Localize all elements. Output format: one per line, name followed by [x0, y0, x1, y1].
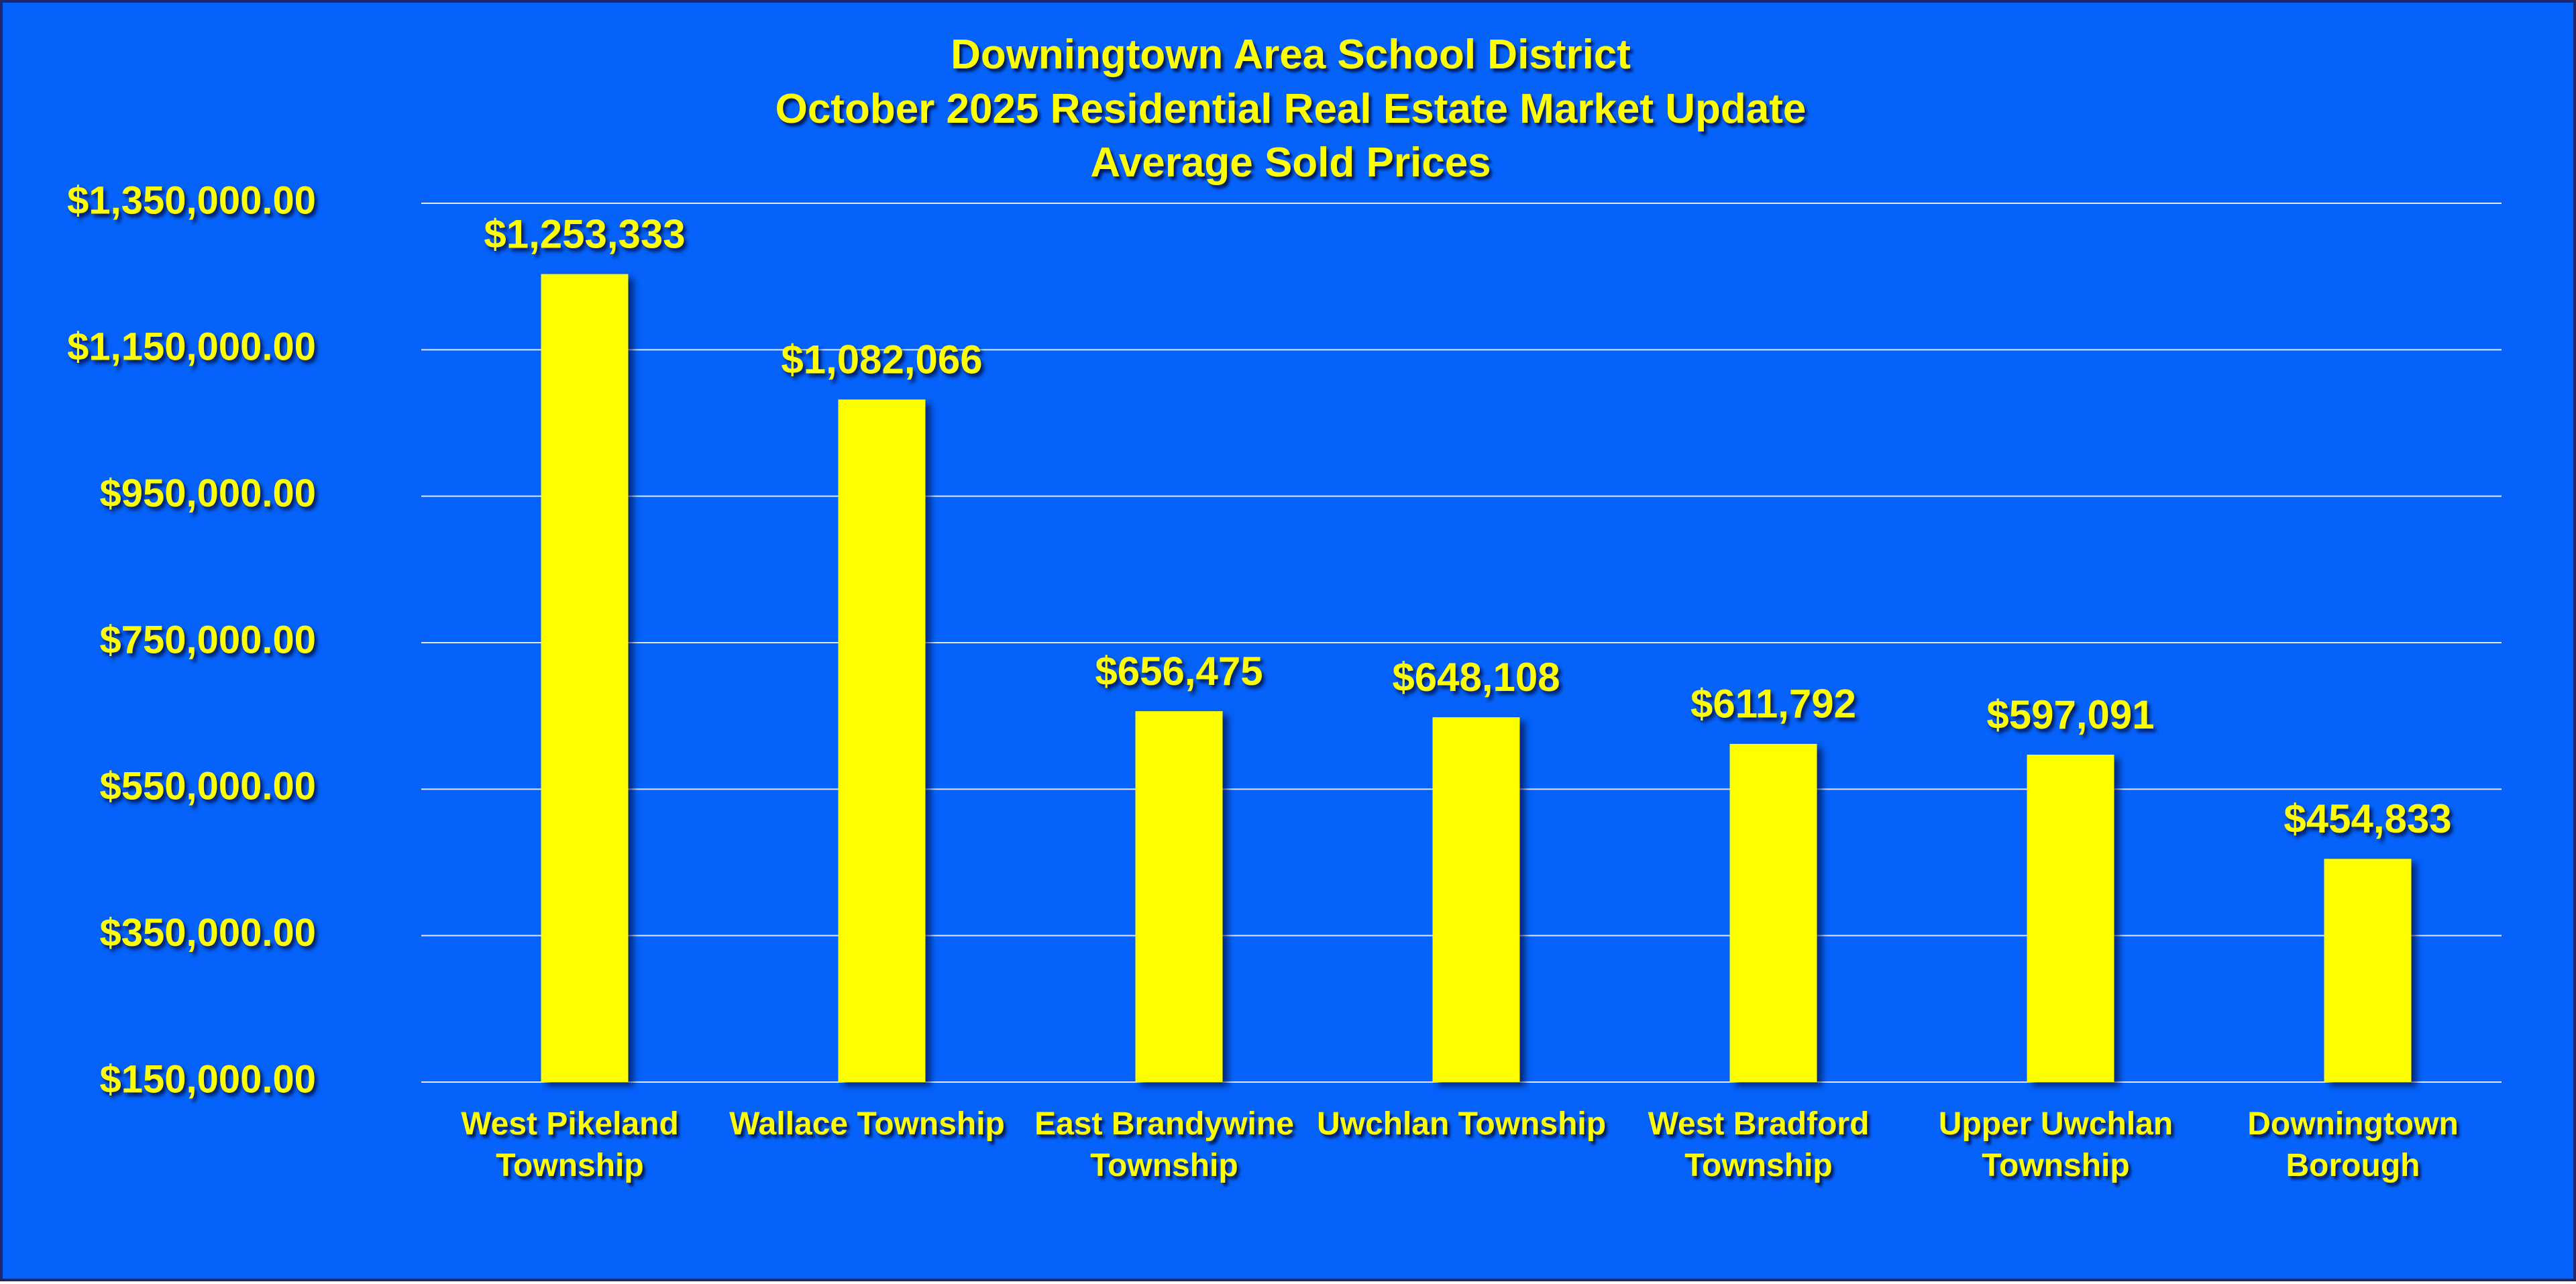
- x-tick-label: Upper Uwchlan Township: [1938, 1106, 2174, 1184]
- data-label: $648,108: [1392, 655, 1560, 700]
- bar: [2324, 859, 2412, 1082]
- y-tick-label: $150,000.00: [99, 1057, 316, 1101]
- y-tick-label: $550,000.00: [99, 765, 316, 808]
- bar: [1729, 743, 1817, 1082]
- data-label: $1,253,333: [484, 211, 685, 256]
- data-label: $597,091: [1986, 692, 2154, 737]
- data-label: $656,475: [1095, 649, 1263, 694]
- y-tick-label: $950,000.00: [99, 472, 316, 515]
- bar: [838, 399, 926, 1082]
- x-tick-label: East Brandywine Township: [1034, 1106, 1294, 1184]
- x-tick-label: West Pikeland Township: [461, 1106, 679, 1184]
- data-label: $454,833: [2284, 796, 2451, 841]
- y-tick-label: $350,000.00: [99, 911, 316, 955]
- x-tick-label: Uwchlan Township: [1316, 1106, 1607, 1142]
- y-tick-label: $1,350,000.00: [67, 178, 316, 222]
- data-label: $611,792: [1690, 682, 1856, 727]
- bar: [2027, 754, 2114, 1082]
- y-tick-label: $750,000.00: [99, 618, 316, 661]
- bar: [1135, 711, 1223, 1082]
- plot: $150,000.00 $350,000.00 $550,000.00 $750,00…: [67, 178, 2502, 1101]
- x-tick-label: West Bradford Township: [1648, 1106, 1870, 1184]
- x-tick-label: Wallace Township: [729, 1106, 1005, 1142]
- data-label: $1,082,066: [781, 337, 982, 382]
- chart-title: Downingtown Area School District October…: [775, 32, 1807, 186]
- bar: [541, 274, 629, 1083]
- y-tick-label: $1,150,000.00: [67, 325, 316, 369]
- x-tick-label: Downingtown Borough: [2247, 1106, 2459, 1184]
- bar: [1432, 717, 1520, 1082]
